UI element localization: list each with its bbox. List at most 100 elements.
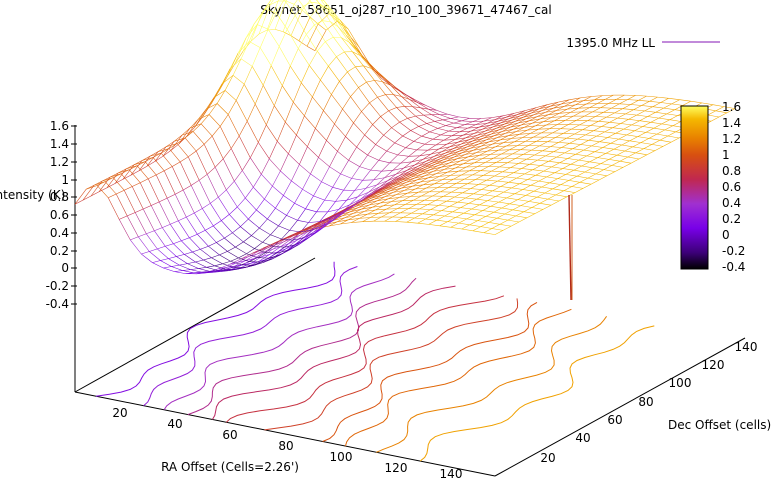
mesh-segment (481, 126, 494, 130)
mesh-segment (287, 244, 299, 251)
mesh-segment (334, 215, 343, 221)
mesh-segment (408, 149, 417, 157)
mesh-segment (641, 101, 650, 106)
x-ticks: 20 40 60 80 100 120 140 (112, 406, 462, 478)
mesh-segment (118, 219, 131, 241)
mesh-segment (461, 224, 470, 230)
mesh-segment (431, 179, 443, 181)
mesh-segment (454, 134, 464, 140)
mesh-segment (162, 227, 174, 244)
contour-line (376, 316, 608, 453)
mesh-segment (199, 174, 208, 181)
mesh-segment (602, 143, 611, 148)
mesh-segment (279, 249, 291, 256)
mesh-segment (438, 205, 450, 207)
mesh-segment (146, 233, 158, 250)
mesh-segment (272, 170, 281, 187)
mesh-segment (426, 121, 435, 124)
mesh-segment (422, 213, 434, 216)
mesh-segment (504, 209, 514, 215)
mesh-segment (337, 136, 346, 152)
mesh-segment (184, 254, 196, 263)
mesh-segment (466, 142, 476, 148)
mesh-segment (443, 156, 455, 161)
mesh-segment (251, 235, 263, 243)
mesh-segment (495, 191, 504, 197)
mesh-segment (590, 125, 602, 127)
mesh-segment (290, 35, 300, 42)
mesh-segment (310, 2, 323, 21)
mesh-segment (535, 121, 544, 127)
mesh-segment (659, 139, 672, 143)
mesh-segment (418, 126, 430, 133)
mesh-segment (590, 179, 600, 185)
mesh-segment (425, 157, 438, 162)
colorbar-tick-label: 1.2 (722, 132, 741, 146)
mesh-segment (266, 105, 275, 126)
mesh-segment (504, 153, 513, 159)
mesh-segment (514, 189, 523, 194)
mesh-segment (418, 123, 427, 127)
mesh-segment (541, 182, 550, 188)
mesh-segment (290, 48, 299, 67)
mesh-segment (385, 94, 397, 108)
mesh-segment (297, 220, 309, 223)
mesh-segment (606, 116, 618, 119)
mesh-segment (473, 189, 482, 195)
mesh-segment (289, 230, 301, 233)
mesh-segment (234, 260, 246, 267)
mesh-segment (439, 221, 448, 227)
mesh-segment (394, 135, 403, 144)
mesh-segment (500, 182, 509, 187)
mesh-segment (299, 164, 311, 175)
mesh-segment (488, 129, 500, 133)
mesh-segment (497, 176, 506, 182)
mesh-segment (666, 113, 678, 116)
mesh-segment (457, 154, 466, 159)
mesh-segment (545, 151, 554, 157)
mesh-segment (302, 173, 311, 190)
mesh-segment (489, 121, 499, 126)
mesh-segment (526, 116, 538, 120)
mesh-segment (450, 118, 462, 122)
mesh-segment (383, 134, 395, 144)
mesh-segment (640, 142, 652, 145)
mesh-segment (648, 138, 660, 141)
mesh-segment (219, 251, 228, 256)
mesh-segment (465, 135, 478, 139)
mesh-segment (616, 154, 628, 158)
mesh-segment (457, 137, 467, 143)
legend-label: 1395.0 MHz LL (566, 36, 655, 50)
mesh-segment (430, 205, 439, 210)
mesh-segment (560, 184, 572, 187)
mesh-segment (234, 170, 243, 182)
mesh-segment (589, 161, 601, 164)
mesh-segment (437, 128, 449, 132)
mesh-segment (383, 201, 392, 207)
mesh-segment (440, 134, 452, 137)
mesh-segment (500, 135, 509, 141)
mesh-segment (546, 172, 555, 178)
mesh-segment (376, 180, 388, 186)
mesh-segment (373, 171, 382, 180)
mesh-segment (226, 52, 239, 78)
mesh-segment (401, 171, 414, 177)
mesh-segment (422, 209, 431, 215)
mesh-segment (403, 212, 412, 218)
mesh-segment (318, 216, 331, 225)
mesh-segment (670, 137, 680, 143)
mesh-segment (522, 133, 531, 138)
mesh-segment (664, 125, 674, 131)
mesh-segment (294, 6, 304, 16)
mesh-segment (499, 224, 512, 227)
mesh-segment (447, 221, 459, 224)
mesh-segment (522, 185, 531, 190)
mesh-segment (614, 108, 623, 114)
mesh-segment (243, 235, 252, 243)
mesh-segment (436, 154, 449, 159)
mesh-segment (583, 149, 595, 152)
mesh-segment (616, 94, 625, 100)
mesh-segment (323, 94, 332, 111)
mesh-segment (414, 99, 426, 106)
mesh-segment (489, 185, 501, 187)
